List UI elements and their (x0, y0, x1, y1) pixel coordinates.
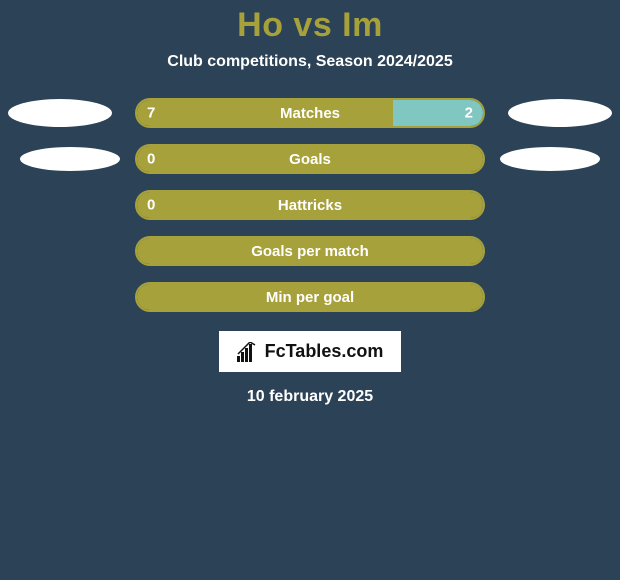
brand-box: FcTables.com (219, 331, 402, 372)
brand-text: FcTables.com (265, 341, 384, 362)
bar-fill-left (137, 100, 393, 126)
stat-row: Goals 0 (0, 143, 620, 175)
bar-label: Min per goal (266, 289, 354, 306)
bar-right-value: 2 (465, 105, 473, 122)
bar-left-value: 0 (147, 197, 155, 214)
stat-bar: Min per goal (135, 282, 485, 312)
stat-bar: Matches 7 2 (135, 98, 485, 128)
page-title: Ho vs Im (237, 6, 383, 45)
bar-label: Matches (280, 105, 340, 122)
bar-left-value: 0 (147, 151, 155, 168)
content-wrapper: Ho vs Im Club competitions, Season 2024/… (0, 0, 620, 406)
bar-label: Hattricks (278, 197, 342, 214)
stat-row: Min per goal (0, 281, 620, 313)
stat-row: Matches 7 2 (0, 97, 620, 129)
brand-chart-icon (237, 342, 259, 362)
stat-row: Goals per match (0, 235, 620, 267)
left-ellipse (8, 99, 112, 127)
right-ellipse (508, 99, 612, 127)
subtitle: Club competitions, Season 2024/2025 (167, 53, 452, 71)
bar-label: Goals (289, 151, 331, 168)
stat-bar: Goals 0 (135, 144, 485, 174)
stat-bar: Goals per match (135, 236, 485, 266)
date-text: 10 february 2025 (247, 388, 373, 406)
bar-left-value: 7 (147, 105, 155, 122)
stat-row: Hattricks 0 (0, 189, 620, 221)
stat-rows: Matches 7 2 Goals 0 Hattricks 0 Goals per match… (0, 97, 620, 313)
left-ellipse (20, 147, 120, 171)
bar-label: Goals per match (251, 243, 369, 260)
stat-bar: Hattricks 0 (135, 190, 485, 220)
right-ellipse (500, 147, 600, 171)
